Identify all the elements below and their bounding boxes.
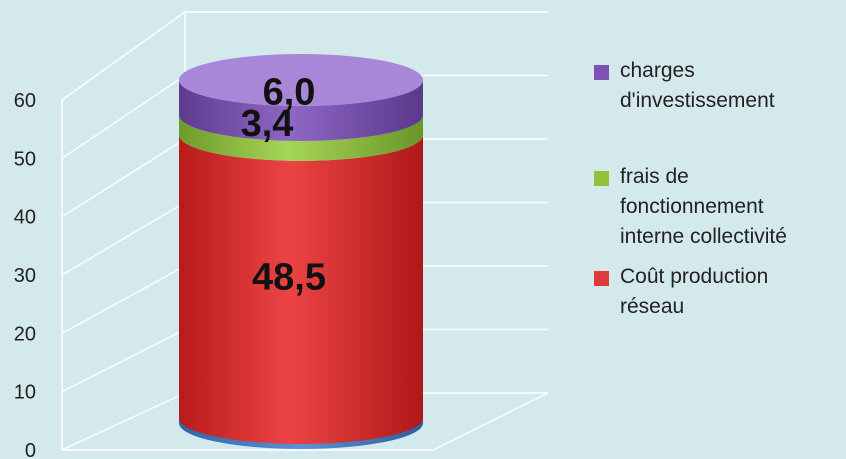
data-label: 6,0 bbox=[263, 72, 316, 114]
y-tick-label: 0 bbox=[25, 440, 36, 459]
legend-label: fonctionnement bbox=[620, 195, 764, 218]
data-label: 3,4 bbox=[241, 103, 294, 145]
cylinder-top bbox=[179, 54, 423, 106]
legend-label: réseau bbox=[620, 295, 685, 318]
y-tick-label: 60 bbox=[14, 90, 36, 112]
y-tick-label: 30 bbox=[14, 265, 36, 287]
y-tick-label: 40 bbox=[14, 207, 36, 229]
y-tick-label: 10 bbox=[14, 382, 36, 404]
floor-edge bbox=[62, 392, 549, 451]
bar-segment bbox=[179, 115, 423, 161]
legend-label: d'investissement bbox=[620, 89, 775, 112]
y-axis: 0 10 20 30 40 50 60 bbox=[14, 90, 36, 459]
data-labels: 48,5 3,46,0 bbox=[241, 72, 326, 299]
gridline bbox=[61, 11, 548, 101]
legend-swatch bbox=[594, 171, 609, 186]
legend-label: Coût production bbox=[620, 265, 769, 288]
bar-segment bbox=[179, 80, 423, 142]
legend-label: interne collectivité bbox=[620, 225, 787, 248]
bar-segment bbox=[179, 134, 423, 444]
bar-stack bbox=[179, 54, 423, 449]
y-tick-label: 20 bbox=[14, 323, 36, 345]
data-label: 48,5 bbox=[252, 256, 326, 298]
legend-entry: Coût production réseau bbox=[594, 262, 844, 322]
legend-entry: frais de fonctionnement interne collectivi… bbox=[594, 162, 844, 252]
legend-swatch bbox=[594, 271, 609, 286]
legend-label: frais de bbox=[620, 165, 689, 188]
chart-legend: charges d'investissement frais de fonctionn… bbox=[594, 56, 844, 322]
legend-label: charges bbox=[620, 59, 695, 82]
y-tick-label: 50 bbox=[14, 148, 36, 170]
legend-entry: charges d'investissement bbox=[594, 56, 844, 116]
legend-swatch bbox=[594, 65, 609, 80]
